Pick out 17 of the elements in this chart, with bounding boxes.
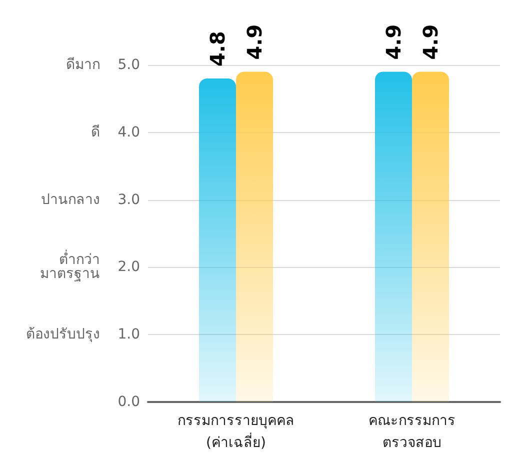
y-tick-label: 3.0 [118,192,140,208]
y-tick-label: 5.0 [118,57,140,73]
y-tick-label: 2.0 [118,259,140,276]
data-label: 4.9 [418,24,442,60]
x-tick-label: คณะกรรมการ ตรวจสอบ [368,413,456,451]
text: ดี [91,124,100,140]
text: ต้องปรับปรุง [26,326,100,343]
text: ต่ำกว่า มาตรฐาน [40,250,100,282]
data-label: 4.9 [242,24,266,60]
x-tick-label: กรรมการรายบุคคล (ค่าเฉลี่ย) [178,413,294,451]
text: ปานกลาง [41,192,100,208]
y-tick-label: 1.0 [118,326,140,343]
y-tick-label: 4.0 [118,124,140,140]
data-label: 4.9 [382,24,406,60]
y-tick-label: 0.0 [118,394,140,410]
text: ดีมาก [66,57,100,73]
data-label: 4.8 [206,31,230,66]
